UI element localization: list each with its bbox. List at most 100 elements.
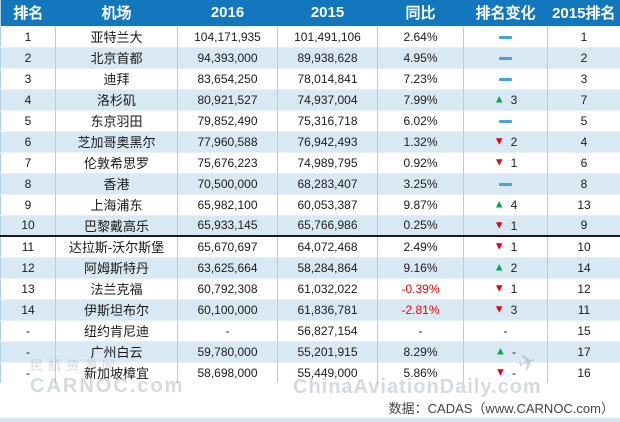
column-header-2016: 2016: [177, 0, 278, 26]
column-header-rank-change: 排名变化: [463, 0, 548, 26]
rank-change-value: 1: [510, 155, 518, 170]
table-row: 12 阿姆斯特丹 63,625,664 58,284,864 9.16% ▲ 2 …: [0, 256, 620, 278]
rank-2015-cell: 5: [547, 109, 620, 131]
header-row: 排名 机场 2016 2015 同比 排名变化 2015排名: [0, 0, 620, 26]
rank-2015-cell: 15: [547, 319, 620, 341]
yoy-cell: 9.87%: [377, 193, 464, 215]
airport-cell: 新加坡樟宜: [55, 361, 178, 383]
pax-2015-cell: 65,766,986: [277, 214, 378, 236]
airport-cell: 芝加哥奥黑尔: [55, 130, 178, 152]
rank-change-value: -: [511, 366, 516, 381]
rank-2015-cell: 6: [547, 151, 620, 173]
rank-change-value: 2: [510, 134, 518, 149]
airport-cell: 巴黎戴高乐: [55, 214, 178, 236]
rank-up-icon: ▲: [493, 261, 505, 274]
table-row: - 广州白云 59,780,000 55,201,915 8.29% ▲ - 17: [0, 340, 620, 362]
airport-cell: 纽约肯尼迪: [55, 319, 178, 341]
pax-2015-cell: 55,449,000: [277, 361, 378, 383]
pax-2015-cell: 74,937,004: [277, 88, 378, 110]
airport-cell: 伦敦希思罗: [55, 151, 178, 173]
yoy-cell: -2.81%: [377, 298, 464, 320]
airport-cell: 广州白云: [55, 340, 178, 362]
rank-2015-cell: 7: [547, 88, 620, 110]
rank-cell: 2: [0, 46, 56, 68]
rank-change-cell: ▼ 1: [463, 277, 548, 299]
rank-cell: 7: [0, 151, 56, 173]
airport-cell: 东京羽田: [55, 109, 178, 131]
rank-down-icon: ▼: [493, 135, 505, 148]
airport-cell: 香港: [55, 172, 178, 194]
rank-up-icon: ▲: [493, 198, 505, 211]
pax-2016-cell: 59,780,000: [177, 340, 278, 362]
rank-2015-cell: 1: [547, 25, 620, 47]
rank-change-cell: ▼ -: [463, 361, 548, 383]
rank-cell: 4: [0, 88, 56, 110]
pax-2016-cell: 70,500,000: [177, 172, 278, 194]
pax-2016-cell: 65,982,100: [177, 193, 278, 215]
rank-change-cell: ▲ 4: [463, 193, 548, 215]
rank-change-cell: ▼ 2: [463, 130, 548, 152]
pax-2016-cell: 60,792,308: [177, 277, 278, 299]
rank-change-value: 2: [510, 260, 518, 275]
rank-up-icon: ▲: [493, 93, 505, 106]
pax-2015-cell: 76,942,493: [277, 130, 378, 152]
airport-cell: 迪拜: [55, 67, 178, 89]
table-body: 1 亚特兰大 104,171,935 101,491,106 2.64% 1 2…: [0, 25, 620, 383]
rank-cell: 10: [0, 214, 56, 236]
yoy-cell: 6.02%: [377, 109, 464, 131]
rank-cell: 5: [0, 109, 56, 131]
table-row: 7 伦敦希思罗 75,676,223 74,989,795 0.92% ▼ 1 6: [0, 151, 620, 173]
rank-change-value: 3: [510, 302, 518, 317]
rank-down-icon: ▼: [493, 303, 505, 316]
pax-2015-cell: 89,938,628: [277, 46, 378, 68]
rank-down-icon: ▼: [493, 240, 505, 253]
rank-2015-cell: 16: [547, 361, 620, 383]
yoy-cell: 7.23%: [377, 67, 464, 89]
yoy-cell: -0.39%: [377, 277, 464, 299]
table-row: 9 上海浦东 65,982,100 60,053,387 9.87% ▲ 4 13: [0, 193, 620, 215]
rank-cell: 6: [0, 130, 56, 152]
rank-down-icon: ▼: [493, 219, 505, 232]
rank-change-value: 3: [510, 92, 518, 107]
table-row: 4 洛杉矶 80,921,527 74,937,004 7.99% ▲ 3 7: [0, 88, 620, 110]
airport-cell: 亚特兰大: [55, 25, 178, 47]
yoy-cell: -: [377, 319, 464, 341]
rank-2015-cell: 17: [547, 340, 620, 362]
airport-cell: 洛杉矶: [55, 88, 178, 110]
rank-down-icon: ▼: [493, 156, 505, 169]
yoy-cell: 3.25%: [377, 172, 464, 194]
pax-2015-cell: 55,201,915: [277, 340, 378, 362]
pax-2016-cell: 77,960,588: [177, 130, 278, 152]
table-row: 1 亚特兰大 104,171,935 101,491,106 2.64% 1: [0, 25, 620, 47]
pax-2016-cell: 65,933,145: [177, 214, 278, 236]
rank-down-icon: ▼: [493, 282, 505, 295]
rank-change-cell: ▲ -: [463, 340, 548, 362]
rank-same-icon: [499, 182, 512, 186]
pax-2016-cell: 104,171,935: [177, 25, 278, 47]
rank-change-value: 1: [510, 240, 518, 255]
rank-same-icon: [499, 119, 512, 123]
pax-2015-cell: 61,836,781: [277, 298, 378, 320]
rank-change-value: 4: [510, 197, 518, 212]
rank-change-cell: [463, 46, 548, 68]
rank-down-icon: ▼: [495, 366, 506, 379]
rank-cell: 14: [0, 298, 56, 320]
pax-2016-cell: 60,100,000: [177, 298, 278, 320]
rank-cell: 11: [0, 235, 56, 257]
rank-cell: 9: [0, 193, 56, 215]
pax-2016-cell: -: [177, 319, 278, 341]
rank-cell: 3: [0, 67, 56, 89]
rank-2015-cell: 9: [547, 214, 620, 236]
pax-2016-cell: 80,921,527: [177, 88, 278, 110]
rank-change-value: 1: [510, 281, 518, 296]
yoy-cell: 2.64%: [377, 25, 464, 47]
pax-2016-cell: 63,625,664: [177, 256, 278, 278]
rank-2015-cell: 12: [547, 277, 620, 299]
rank-cell: -: [0, 319, 56, 341]
rank-change-cell: -: [463, 319, 548, 341]
pax-2016-cell: 83,654,250: [177, 67, 278, 89]
rank-change-cell: ▲ 2: [463, 256, 548, 278]
rank-cell: 13: [0, 277, 56, 299]
yoy-cell: 9.16%: [377, 256, 464, 278]
